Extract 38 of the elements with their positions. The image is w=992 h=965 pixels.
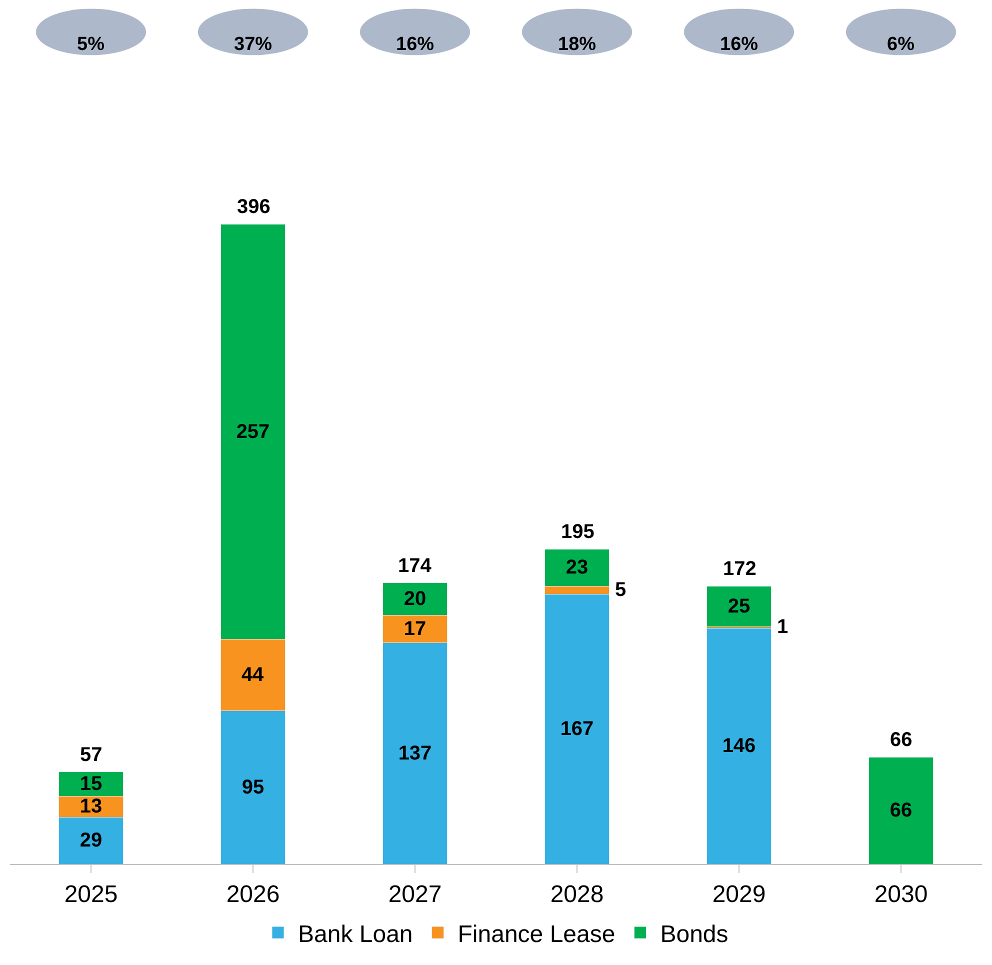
text: 37% — [234, 34, 272, 55]
data-label: 23 — [566, 556, 588, 579]
text: 5% — [77, 34, 105, 55]
data-label: 20 — [404, 588, 426, 610]
text: 16% — [396, 34, 434, 55]
text: 18% — [558, 34, 596, 55]
data-label: 25 — [728, 595, 750, 618]
data-label: 257 — [236, 420, 270, 443]
data-label: 17 — [404, 618, 426, 640]
data-label: 15 — [80, 773, 102, 796]
data-label: 13 — [80, 796, 102, 818]
data-label: 1 — [777, 616, 788, 638]
x-tick-label: 2030 — [874, 880, 928, 908]
bar — [868, 757, 934, 864]
total-label: 174 — [398, 555, 432, 577]
total-label: 57 — [80, 744, 102, 766]
legend-label: Finance Lease — [458, 920, 616, 948]
legend-label: Bonds — [660, 920, 728, 948]
x-tick-label: 2026 — [226, 880, 280, 908]
data-label: 95 — [242, 776, 264, 798]
data-label: 146 — [722, 735, 756, 758]
x-tick-label: 2027 — [388, 880, 442, 908]
data-label: 66 — [890, 800, 912, 822]
total-label: 396 — [237, 196, 270, 218]
data-label: 137 — [398, 742, 432, 764]
text: 16% — [720, 34, 758, 55]
x-tick-label: 2029 — [712, 880, 766, 908]
data-label: 44 — [241, 664, 265, 686]
data-label: 5 — [615, 579, 626, 601]
total-label: 195 — [561, 521, 594, 543]
x-tick-label: 2025 — [64, 880, 118, 908]
x-tick-label: 2028 — [550, 880, 604, 908]
legend-label: Bank Loan — [298, 920, 413, 948]
data-label: 167 — [560, 718, 594, 740]
total-label: 172 — [723, 558, 756, 580]
total-label: 66 — [890, 729, 912, 751]
data-label: 29 — [80, 830, 102, 852]
text: 6% — [887, 34, 915, 55]
